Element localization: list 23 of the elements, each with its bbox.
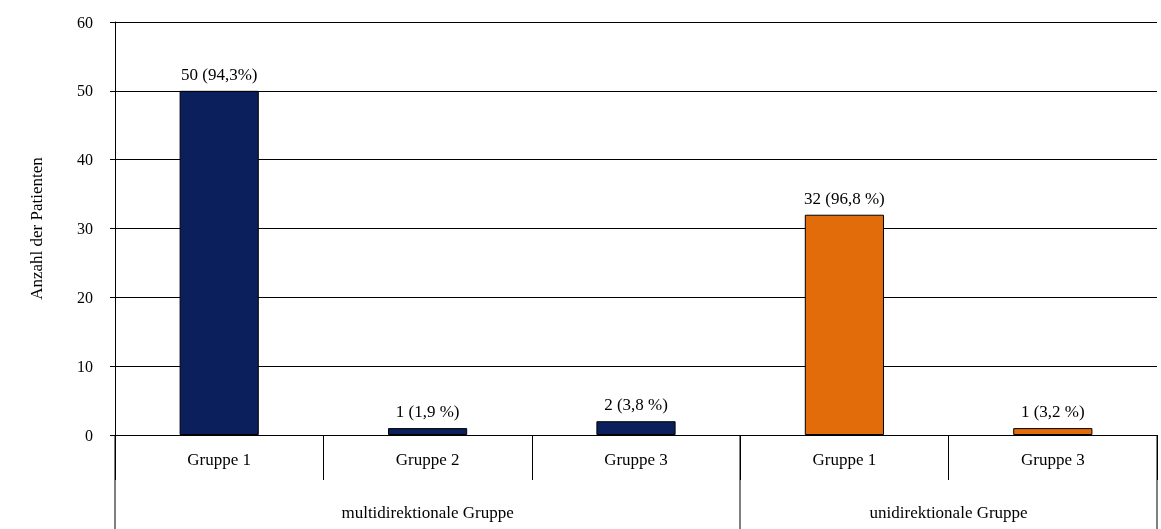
y-tick-label: 20 xyxy=(77,288,93,306)
y-tick-label: 50 xyxy=(77,82,93,100)
x-tick-label: Gruppe 2 xyxy=(395,450,460,469)
y-tick-label: 40 xyxy=(77,151,93,169)
data-label: 2 (3,8 %) xyxy=(604,395,668,415)
y-tick-label: 60 xyxy=(77,13,93,31)
text: multidirektionale Gruppe xyxy=(341,502,514,522)
bar xyxy=(596,421,676,435)
y-tick-label: 0 xyxy=(85,426,93,444)
x-tick-label: Gruppe 3 xyxy=(1020,450,1085,469)
data-label: 1 (1,9 %) xyxy=(395,402,460,422)
x-tick-label: Gruppe 3 xyxy=(604,450,668,469)
y-axis-title: Anzahl der Patienten xyxy=(27,156,46,300)
x-tick-label: Gruppe 1 xyxy=(187,450,252,469)
text: unidirektionale Gruppe xyxy=(869,502,1028,522)
y-tick-label: 30 xyxy=(77,220,93,237)
data-label: 50 (94,3%) xyxy=(180,64,258,84)
data-label: 32 (96,8 %) xyxy=(804,188,885,208)
data-label: 1 (3,2 %) xyxy=(1020,402,1085,422)
bar xyxy=(388,428,468,435)
x-tick-label: Gruppe 1 xyxy=(812,450,877,469)
y-tick-label: 10 xyxy=(77,357,93,375)
bar xyxy=(1013,428,1093,435)
